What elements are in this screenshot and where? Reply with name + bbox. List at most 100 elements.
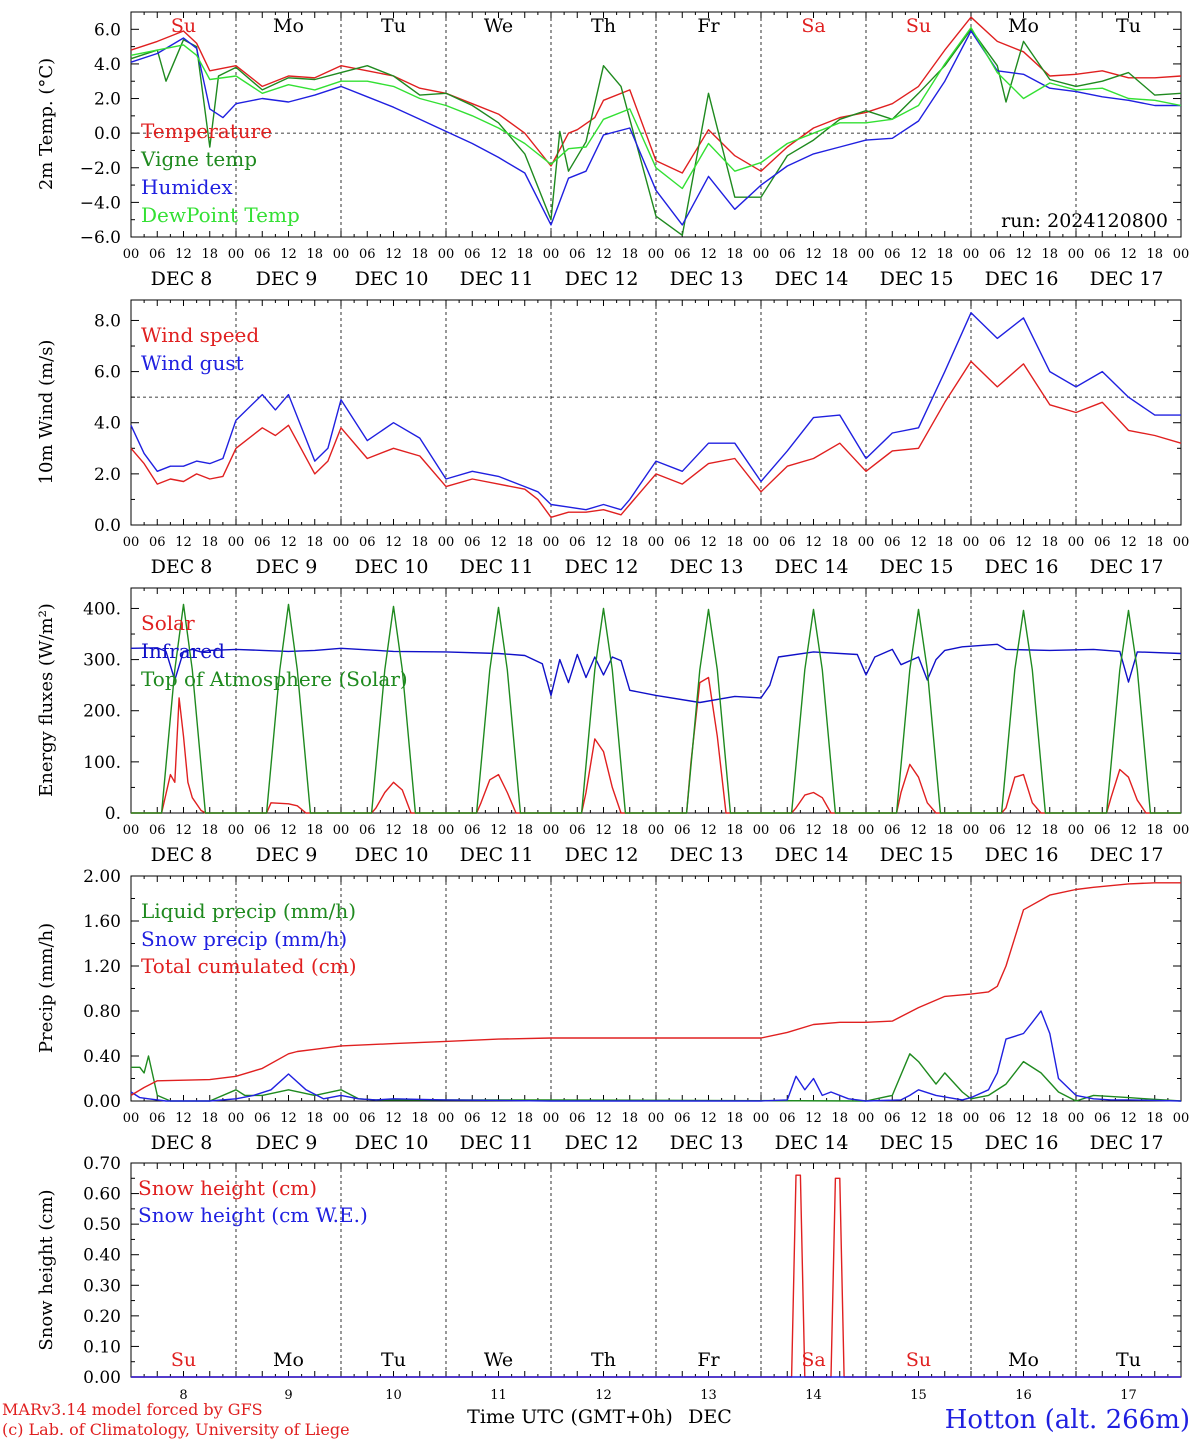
hour-tick-label: 06 xyxy=(1094,535,1111,550)
hour-tick-label: 06 xyxy=(989,535,1006,550)
hour-tick-label: 00 xyxy=(228,1111,245,1126)
hour-tick-label: 06 xyxy=(149,1111,166,1126)
weekday-label: Mo xyxy=(1008,1349,1039,1371)
hour-tick-label: 06 xyxy=(359,247,376,262)
hour-tick-label: 12 xyxy=(910,823,927,838)
hour-tick-label: 00 xyxy=(753,247,770,262)
y-tick-label: 200. xyxy=(83,702,121,722)
weekday-label: Fr xyxy=(697,1349,720,1371)
hour-tick-label: 18 xyxy=(621,535,638,550)
month-label: DEC xyxy=(688,1406,732,1428)
hour-tick-label: 18 xyxy=(831,1111,848,1126)
weekday-label: Sa xyxy=(801,15,825,37)
date-label: DEC 17 xyxy=(1090,556,1164,578)
hour-tick-label: 12 xyxy=(1015,823,1032,838)
date-number-label: 12 xyxy=(595,1388,612,1403)
hour-tick-label: 06 xyxy=(779,247,796,262)
hour-tick-label: 06 xyxy=(779,1111,796,1126)
panel-energy: 400. 300. 200. 100. 0. Energy fluxes (W/m²) So… xyxy=(36,587,1189,866)
hour-tick-label: 12 xyxy=(1015,535,1032,550)
y-tick-label: 0.00 xyxy=(83,1092,121,1112)
hour-tick-label: 00 xyxy=(858,247,875,262)
date-label: DEC 8 xyxy=(151,844,213,866)
hour-tick-label: 00 xyxy=(438,247,455,262)
weekday-label: Mo xyxy=(273,1349,304,1371)
series-line-top-of-atmosphere-solar xyxy=(131,603,1181,814)
date-number-label: 9 xyxy=(284,1388,292,1403)
weekday-label: Fr xyxy=(697,15,720,37)
date-label: DEC 13 xyxy=(670,1132,744,1154)
hour-tick-label: 00 xyxy=(438,823,455,838)
y-tick-label: −6.0 xyxy=(80,228,121,248)
y-tick-label: 1.20 xyxy=(83,957,121,977)
hour-tick-label: 00 xyxy=(963,247,980,262)
hour-tick-label: 12 xyxy=(595,823,612,838)
hour-tick-label: 00 xyxy=(123,1111,140,1126)
hour-tick-label: 12 xyxy=(805,247,822,262)
hour-tick-label: 00 xyxy=(123,535,140,550)
y-axis-label: Snow height (cm) xyxy=(36,1189,57,1350)
date-label: DEC 9 xyxy=(256,556,318,578)
date-number-label: 15 xyxy=(910,1388,927,1403)
hour-tick-label: 12 xyxy=(700,1111,717,1126)
series-line-dewpoint-temp xyxy=(130,26,1182,190)
hour-tick-label: 00 xyxy=(543,823,560,838)
y-tick-label: 0.30 xyxy=(83,1276,121,1296)
hour-tick-label: 12 xyxy=(700,535,717,550)
y-tick-label: 0.0 xyxy=(94,516,121,536)
legend-entry: Wind speed xyxy=(141,323,259,347)
hour-tick-label: 00 xyxy=(228,535,245,550)
y-tick-label: 0. xyxy=(105,804,121,824)
date-label: DEC 14 xyxy=(775,844,849,866)
hour-tick-label: 12 xyxy=(175,535,192,550)
legend-entry: Solar xyxy=(141,611,195,635)
weekday-label: Th xyxy=(591,1349,616,1371)
date-label: DEC 10 xyxy=(355,844,429,866)
hour-tick-label: 12 xyxy=(805,535,822,550)
hour-tick-label: 06 xyxy=(464,823,481,838)
hour-tick-label: 12 xyxy=(595,1111,612,1126)
hour-tick-label: 06 xyxy=(1094,1111,1111,1126)
hour-tick-label: 00 xyxy=(963,823,980,838)
y-tick-label: 400. xyxy=(83,599,121,619)
date-number-label: 17 xyxy=(1120,1388,1137,1403)
date-label: DEC 11 xyxy=(460,556,534,578)
hour-tick-label: 00 xyxy=(963,1111,980,1126)
hour-tick-label: 18 xyxy=(306,535,323,550)
weekday-label: We xyxy=(484,1349,513,1371)
date-label: DEC 15 xyxy=(880,1132,954,1154)
plot-frame xyxy=(130,587,1182,814)
date-label: DEC 17 xyxy=(1090,1132,1164,1154)
weekday-label: Tu xyxy=(381,15,406,37)
hour-tick-label: 18 xyxy=(306,247,323,262)
hour-tick-label: 18 xyxy=(726,247,743,262)
hour-tick-label: 18 xyxy=(621,247,638,262)
date-label: DEC 14 xyxy=(775,1132,849,1154)
y-tick-label: 2.00 xyxy=(83,867,121,887)
date-label: DEC 9 xyxy=(256,1132,318,1154)
hour-tick-label: 18 xyxy=(726,823,743,838)
date-label: DEC 9 xyxy=(256,844,318,866)
y-axis-label: Energy fluxes (W/m²) xyxy=(36,603,57,797)
hour-tick-label: 06 xyxy=(884,1111,901,1126)
y-tick-label: 0.80 xyxy=(83,1002,121,1022)
hour-tick-label: 06 xyxy=(254,823,271,838)
hour-tick-label: 00 xyxy=(1173,247,1190,262)
hour-tick-label: 18 xyxy=(1146,1111,1163,1126)
hour-tick-label: 06 xyxy=(149,535,166,550)
y-tick-label: 6.0 xyxy=(94,20,121,40)
hour-tick-label: 18 xyxy=(201,1111,218,1126)
legend-entry: Wind gust xyxy=(141,351,244,375)
hour-tick-label: 18 xyxy=(201,823,218,838)
y-tick-label: 100. xyxy=(83,753,121,773)
hour-tick-label: 12 xyxy=(280,247,297,262)
hour-tick-label: 18 xyxy=(306,823,323,838)
hour-tick-label: 00 xyxy=(858,535,875,550)
hour-tick-label: 06 xyxy=(989,247,1006,262)
series-line-infrared xyxy=(130,643,1182,704)
date-label: DEC 9 xyxy=(256,268,318,290)
hour-tick-label: 00 xyxy=(753,535,770,550)
hour-tick-label: 18 xyxy=(1041,823,1058,838)
y-tick-label: 6.0 xyxy=(94,363,121,383)
hour-tick-label: 00 xyxy=(123,247,140,262)
